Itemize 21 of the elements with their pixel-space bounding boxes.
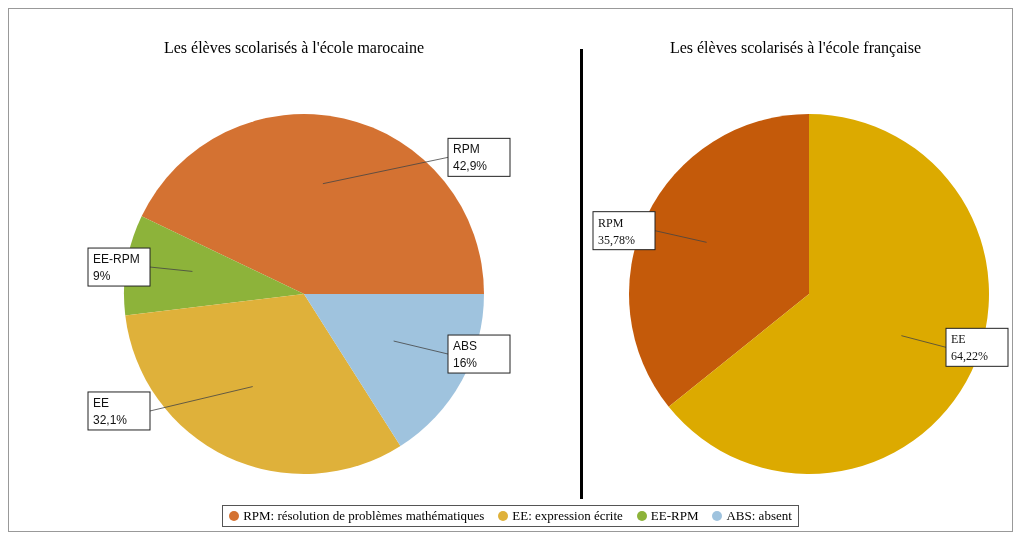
data-label: 16% [453,356,478,371]
text: EE: expression écrite [512,508,623,524]
data-label: 35,78% [598,232,635,247]
pie-slice [125,294,401,474]
slice-label: EE [951,332,966,347]
text: ABS: absent [726,508,792,524]
data-label: 9% [93,269,111,284]
slice-label: RPM [598,215,624,230]
text: EE-RPM [650,508,699,524]
data-label: 64,22% [951,349,988,364]
slice-label: EE-RPM [93,252,140,267]
pie-slice [304,294,484,446]
slice-label: RPM [453,142,480,157]
pie-slice [668,114,989,474]
data-label: 32,1% [93,412,128,427]
chart-title: Les élèves scolarisés à l'école française [668,39,923,57]
text: RPM: résolution de problèmes mathématiques [243,508,485,524]
slice-label: EE [93,395,110,410]
data-label: 42,9% [453,159,488,174]
chart-title: Les élèves scolarisés à l'école marocaine [162,39,426,57]
slice-label: ABS [453,339,478,354]
